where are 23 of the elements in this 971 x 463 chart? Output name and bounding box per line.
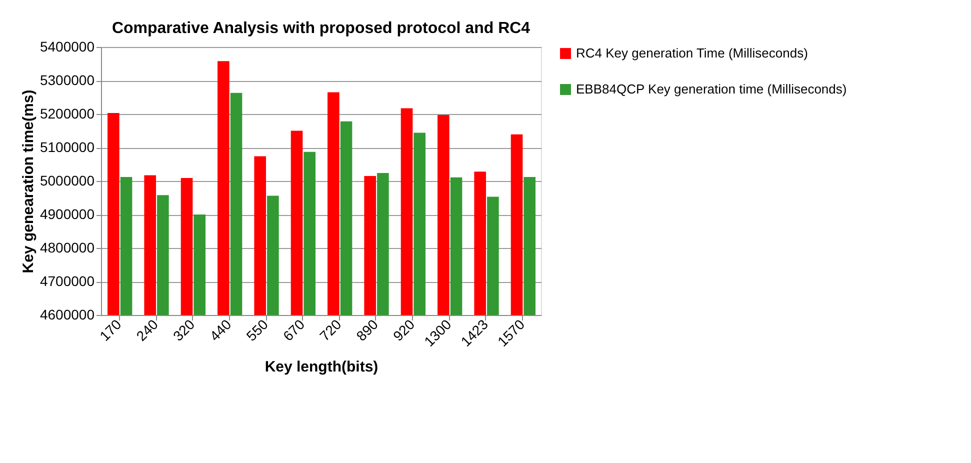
x-tick-label: 170 (96, 316, 124, 344)
x-tick-label: 670 (280, 316, 308, 344)
x-tick-label: 890 (353, 316, 382, 344)
chart-title: Comparative Analysis with proposed protocol and RC4 (112, 20, 530, 37)
x-axis-title: Key length(bits) (264, 358, 378, 376)
y-tick-label: 5400000 (40, 38, 95, 54)
y-tick-label: 4900000 (40, 206, 95, 222)
x-tick-label: 440 (206, 316, 234, 344)
y-tick-label: 4800000 (40, 240, 95, 256)
legend-label: EBB84QCP Key generation time (Milliseconds) (576, 82, 847, 96)
x-tick-label: 240 (133, 316, 162, 344)
y-tick-label: 4600000 (40, 306, 95, 322)
x-tick-label: 720 (316, 316, 344, 344)
y-tick-label: 5300000 (40, 72, 95, 88)
y-axis-title: Key genearation time(ms) (20, 90, 37, 274)
y-tick-label: 5200000 (40, 106, 95, 122)
x-tick-label: 920 (390, 316, 418, 344)
x-tick-label: 320 (170, 316, 198, 344)
legend-label: RC4 Key generation Time (Milliseconds) (576, 46, 808, 60)
x-tick-label: 550 (243, 316, 272, 344)
y-tick-label: 5100000 (40, 139, 95, 155)
y-tick-label: 4700000 (40, 273, 95, 289)
y-tick-label: 5000000 (40, 172, 95, 188)
